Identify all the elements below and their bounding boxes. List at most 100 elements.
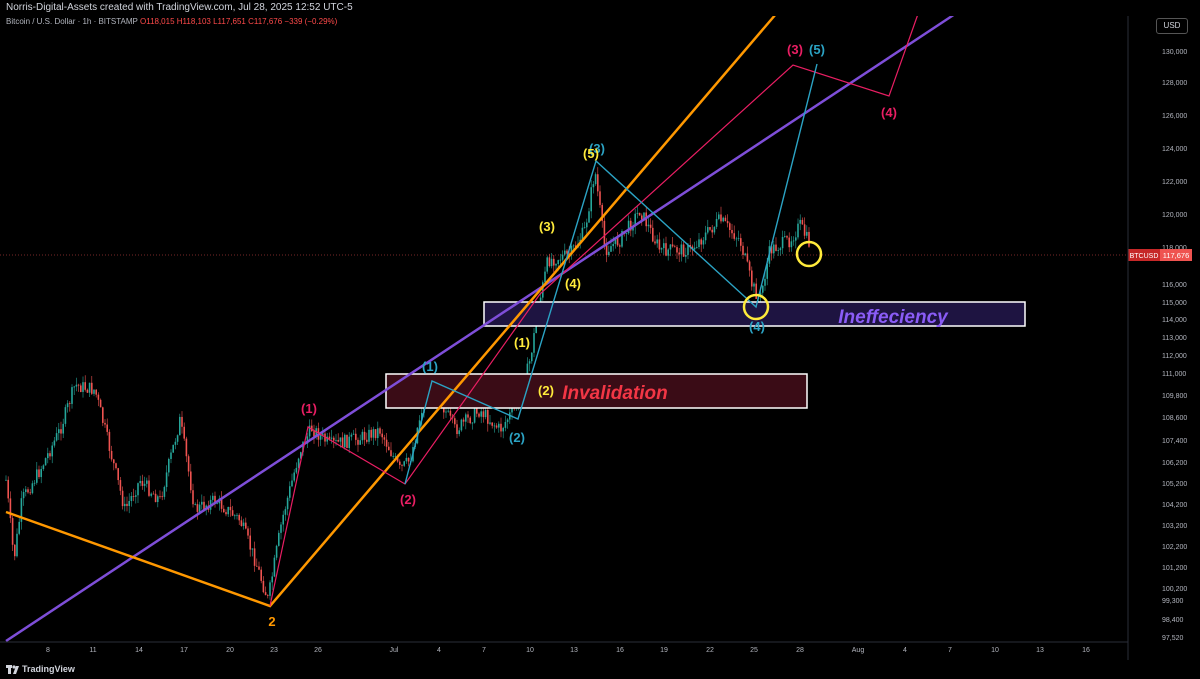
candle-body — [71, 387, 73, 404]
candle-body — [291, 480, 293, 487]
candle-body — [374, 429, 377, 439]
inefficiency-label: Ineffeciency — [838, 307, 949, 328]
candle-body — [480, 411, 482, 417]
candle-body — [777, 250, 779, 251]
symbol-tag — [1128, 249, 1160, 261]
candle-body — [80, 385, 82, 392]
price-axis-label: 99,300 — [1162, 598, 1184, 605]
candle-body — [91, 382, 93, 394]
candle-body — [308, 425, 311, 437]
candle-body — [700, 239, 702, 245]
candle-body — [691, 246, 694, 250]
candle-body — [546, 257, 548, 272]
ohlc-values: O118,015 H118,103 L117,651 C117,676 −339… — [139, 17, 338, 26]
price-axis-label: 126,000 — [1162, 113, 1187, 120]
candle-body — [240, 520, 243, 526]
candle-body — [326, 436, 328, 442]
candle-body — [256, 565, 258, 567]
candle-body — [253, 548, 256, 566]
invalidation-label: Invalidation — [562, 383, 668, 404]
price-axis-label: 116,000 — [1162, 282, 1187, 289]
yellow-wave-1-label: (1) — [514, 335, 530, 350]
footer-bar — [0, 660, 1200, 679]
candle-body — [192, 490, 194, 505]
red-wave-4-label: (4) — [881, 105, 897, 120]
candle-body — [674, 246, 676, 248]
candle-body — [190, 471, 192, 491]
candle-body — [113, 459, 115, 464]
candle-body — [566, 250, 568, 254]
candle-body — [634, 213, 636, 227]
candle-body — [581, 227, 584, 240]
candle-body — [715, 218, 718, 227]
candle-body — [311, 425, 313, 432]
price-axis[interactable]: 130,000 128,000 126,000 124,000 122,000 120,0… — [1162, 49, 1187, 642]
price-axis-label: 128,000 — [1162, 80, 1187, 87]
time-axis[interactable]: 8 11 14 17 20 23 26 Jul 4 7 10 13 16 19 22 25 28 Aug 4 7 10 1… — [46, 647, 1090, 654]
price-axis-label: 115,000 — [1162, 300, 1187, 307]
currency-button[interactable]: USD — [1156, 18, 1188, 34]
price-axis-label: 109,800 — [1162, 393, 1187, 400]
candle-body — [764, 278, 766, 286]
candle-body — [599, 191, 601, 205]
candle-body — [788, 237, 790, 248]
candle-body — [361, 431, 364, 441]
candle-body — [687, 245, 689, 255]
blue-wave-3-label: (3) — [589, 141, 605, 156]
candle-body — [73, 386, 75, 388]
candle-body — [363, 431, 366, 440]
candle-body — [84, 382, 86, 390]
candle-body — [724, 217, 727, 222]
candle-body — [322, 433, 324, 435]
candle-body — [152, 493, 155, 495]
candle-body — [297, 458, 300, 468]
candle-body — [746, 253, 749, 262]
candle-body — [614, 237, 617, 244]
candle-body — [163, 487, 166, 497]
candle-body — [803, 224, 806, 236]
blue-wave-path[interactable] — [404, 63, 818, 485]
candle-body — [60, 429, 62, 434]
candle-body — [55, 433, 58, 441]
candle-body — [38, 469, 40, 478]
candle-body — [403, 461, 405, 466]
candle-body — [663, 243, 665, 249]
time-axis-label: 16 — [616, 647, 624, 654]
candle-body — [753, 283, 755, 287]
candle-body — [344, 434, 346, 448]
candle-body — [53, 440, 56, 446]
purple-trendline[interactable] — [5, 12, 956, 643]
candle-body — [58, 429, 60, 434]
tradingview-logo-icon[interactable] — [6, 663, 20, 675]
candle-body — [132, 496, 135, 497]
candle-body — [64, 407, 67, 424]
candle-body — [216, 503, 218, 505]
candle-body — [548, 257, 551, 267]
candle-body — [460, 419, 463, 431]
price-axis-label: 122,000 — [1162, 179, 1187, 186]
candle-body — [542, 282, 544, 298]
symbol-info[interactable]: Bitcoin / U.S. Dollar · 1h · BITSTAMP O1… — [6, 17, 337, 26]
candle-body — [33, 482, 36, 484]
candle-body — [696, 247, 698, 248]
candle-body — [682, 244, 685, 257]
price-axis-label: 104,200 — [1162, 502, 1187, 509]
red-wave-path[interactable] — [269, 13, 919, 607]
candle-body — [174, 441, 177, 445]
candle-body — [680, 244, 683, 255]
candle-body — [273, 557, 276, 577]
candle-body — [612, 243, 614, 247]
candle-body — [775, 244, 777, 251]
candle-body — [751, 270, 753, 287]
candle-body — [550, 258, 553, 267]
candle-body — [234, 515, 236, 517]
candle-body — [44, 458, 47, 466]
time-axis-label: 28 — [796, 647, 804, 654]
tradingview-brand[interactable]: TradingView — [22, 664, 75, 674]
candle-body — [744, 253, 746, 255]
candle-body — [11, 518, 14, 545]
wave4-circle — [742, 293, 770, 321]
candle-body — [770, 246, 773, 254]
candle-body — [115, 463, 117, 469]
